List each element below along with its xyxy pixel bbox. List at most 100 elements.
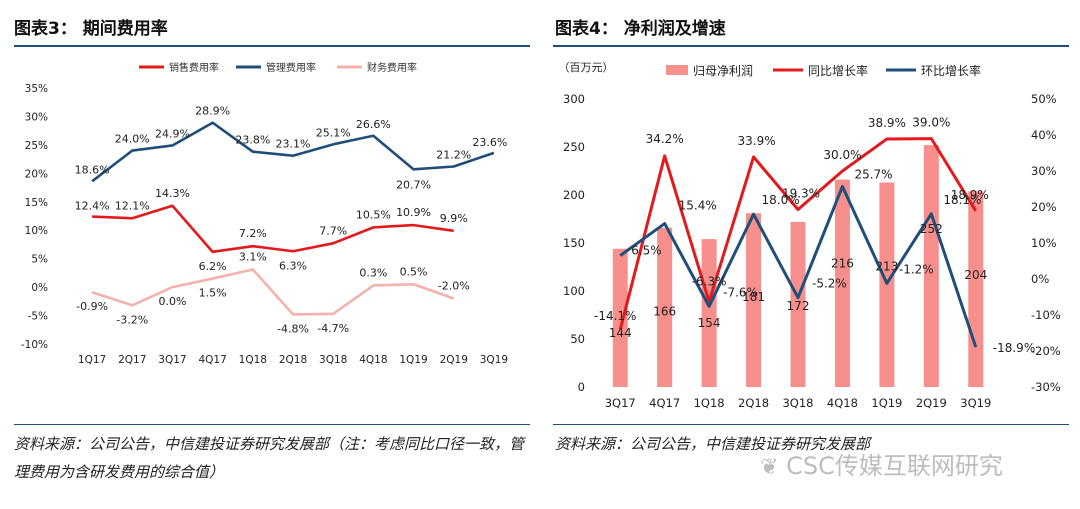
y-tick-label: 20% bbox=[25, 168, 48, 180]
bar bbox=[657, 227, 673, 387]
bar bbox=[834, 179, 850, 387]
series-line-1 bbox=[92, 204, 454, 254]
data-label: 23.1% bbox=[276, 138, 311, 151]
left-chart-title: 图表3： 期间费用率 bbox=[14, 19, 168, 39]
left-title-rule bbox=[14, 45, 530, 47]
y2-tick-label: -20% bbox=[1031, 344, 1061, 358]
y-tick-label: 35% bbox=[25, 83, 48, 95]
yoy-label: 33.9% bbox=[737, 134, 775, 148]
series-line-1 bbox=[618, 137, 978, 331]
x-tick-label: 2Q18 bbox=[738, 396, 769, 410]
x-tick-label: 2Q19 bbox=[916, 396, 947, 410]
bar bbox=[790, 221, 806, 387]
yoy-label: -6.3% bbox=[692, 275, 727, 289]
bar bbox=[612, 248, 628, 387]
wechat-icon: ❦ bbox=[760, 455, 779, 480]
data-label: 18.6% bbox=[75, 163, 110, 176]
bar-label: 204 bbox=[964, 268, 987, 282]
data-label: 24.0% bbox=[115, 133, 150, 146]
bar-label: 144 bbox=[609, 326, 632, 340]
data-label: 21.2% bbox=[436, 149, 471, 162]
bar-label: 166 bbox=[653, 305, 676, 319]
legend-label: 环比增长率 bbox=[921, 63, 981, 78]
y-tick-label: -5% bbox=[28, 311, 48, 323]
y-tick-label: 100 bbox=[563, 284, 585, 298]
data-label: 25.1% bbox=[316, 126, 351, 139]
data-label: 7.7% bbox=[319, 224, 347, 237]
data-label: 0.3% bbox=[359, 266, 387, 279]
y2-tick-label: -10% bbox=[1031, 308, 1061, 322]
right-chart-title: 图表4： 净利润及增速 bbox=[555, 19, 726, 39]
x-tick-label: 2Q17 bbox=[118, 354, 146, 366]
x-tick-label: 4Q17 bbox=[198, 354, 226, 366]
data-label: 14.3% bbox=[155, 187, 190, 200]
data-label: 7.2% bbox=[239, 227, 267, 240]
x-tick-label: 1Q19 bbox=[871, 396, 902, 410]
yoy-label: 38.9% bbox=[868, 116, 906, 130]
x-tick-label: 3Q17 bbox=[605, 396, 636, 410]
x-tick-label: 3Q19 bbox=[480, 354, 508, 366]
right-title-rule bbox=[553, 45, 1069, 47]
data-label: 26.6% bbox=[356, 118, 391, 131]
x-tick-label: 3Q18 bbox=[319, 354, 347, 366]
legend-label: 管理费用率 bbox=[266, 61, 316, 74]
series-line-3 bbox=[91, 268, 455, 316]
qoq-label: -1.2% bbox=[899, 262, 934, 276]
x-tick-label: 4Q18 bbox=[359, 354, 387, 366]
y-tick-label: 200 bbox=[563, 188, 585, 202]
right-source-note: 资料来源：公司公告，中信建投证券研究发展部 bbox=[555, 435, 871, 453]
qoq-label: -7.6% bbox=[723, 285, 758, 299]
x-tick-label: 1Q19 bbox=[399, 354, 427, 366]
net-profit-chart: （百万元） 0 50 100 150 200 250 300 -30% -20% -10% 0% 10%… bbox=[559, 61, 1061, 410]
data-label: 0.0% bbox=[158, 295, 186, 308]
y2-tick-label: 50% bbox=[1031, 92, 1057, 106]
yoy-label: -14.1% bbox=[594, 309, 636, 323]
y2-tick-label: 30% bbox=[1031, 164, 1057, 178]
qoq-label: 15.4% bbox=[679, 199, 717, 213]
data-label: -3.2% bbox=[116, 313, 148, 326]
x-tick-label: 1Q18 bbox=[239, 354, 267, 366]
series-line-2 bbox=[91, 121, 495, 183]
data-label: 28.9% bbox=[195, 105, 230, 118]
data-label: -4.8% bbox=[277, 322, 309, 335]
bar bbox=[746, 213, 762, 387]
legend-label: 财务费用率 bbox=[367, 61, 417, 74]
y-tick-label: 150 bbox=[563, 236, 585, 250]
yoy-label: 18.9% bbox=[951, 188, 989, 202]
watermark: ❦ CSC传媒互联网研究 bbox=[760, 446, 1003, 481]
yoy-label: 39.0% bbox=[912, 116, 950, 130]
data-label: 6.2% bbox=[199, 260, 227, 273]
data-label: 24.9% bbox=[155, 127, 190, 140]
bar-label: 181 bbox=[742, 290, 765, 304]
data-label: 10.5% bbox=[356, 208, 391, 221]
legend-label: 同比增长率 bbox=[808, 63, 868, 78]
data-label: -0.9% bbox=[76, 300, 108, 313]
qoq-label: -5.2% bbox=[812, 277, 847, 291]
expense-ratio-chart: -10% -5% 0% 5% 10% 15% 20% 25% 30% 35% 1Q17 2Q17 3Q1… bbox=[21, 61, 508, 366]
yoy-label: 30.0% bbox=[823, 148, 861, 162]
data-label: 23.6% bbox=[472, 136, 507, 149]
data-label: 23.8% bbox=[235, 134, 270, 147]
y-tick-label: 25% bbox=[25, 140, 48, 152]
x-tick-label: 2Q19 bbox=[440, 354, 468, 366]
bar-label: 252 bbox=[920, 222, 943, 236]
y-tick-label: 0% bbox=[31, 282, 48, 294]
y-tick-label: -10% bbox=[21, 339, 48, 351]
x-tick-label: 3Q19 bbox=[960, 396, 991, 410]
bar bbox=[701, 239, 717, 387]
x-tick-label: 1Q17 bbox=[78, 354, 106, 366]
bar-label: 213 bbox=[875, 260, 898, 274]
bar-label: 216 bbox=[831, 257, 854, 271]
y2-tick-label: -30% bbox=[1031, 380, 1061, 394]
y-tick-label: 300 bbox=[563, 92, 585, 106]
data-label: 10.9% bbox=[396, 206, 431, 219]
y2-tick-label: 20% bbox=[1031, 200, 1057, 214]
yoy-label: 34.2% bbox=[646, 132, 684, 146]
data-label: 12.1% bbox=[115, 199, 150, 212]
x-tick-label: 3Q17 bbox=[158, 354, 186, 366]
bar bbox=[923, 145, 939, 387]
x-tick-label: 4Q17 bbox=[649, 396, 680, 410]
left-bottom-rule bbox=[14, 424, 530, 425]
y-tick-label: 0 bbox=[578, 380, 585, 394]
y2-tick-label: 0% bbox=[1031, 272, 1049, 286]
